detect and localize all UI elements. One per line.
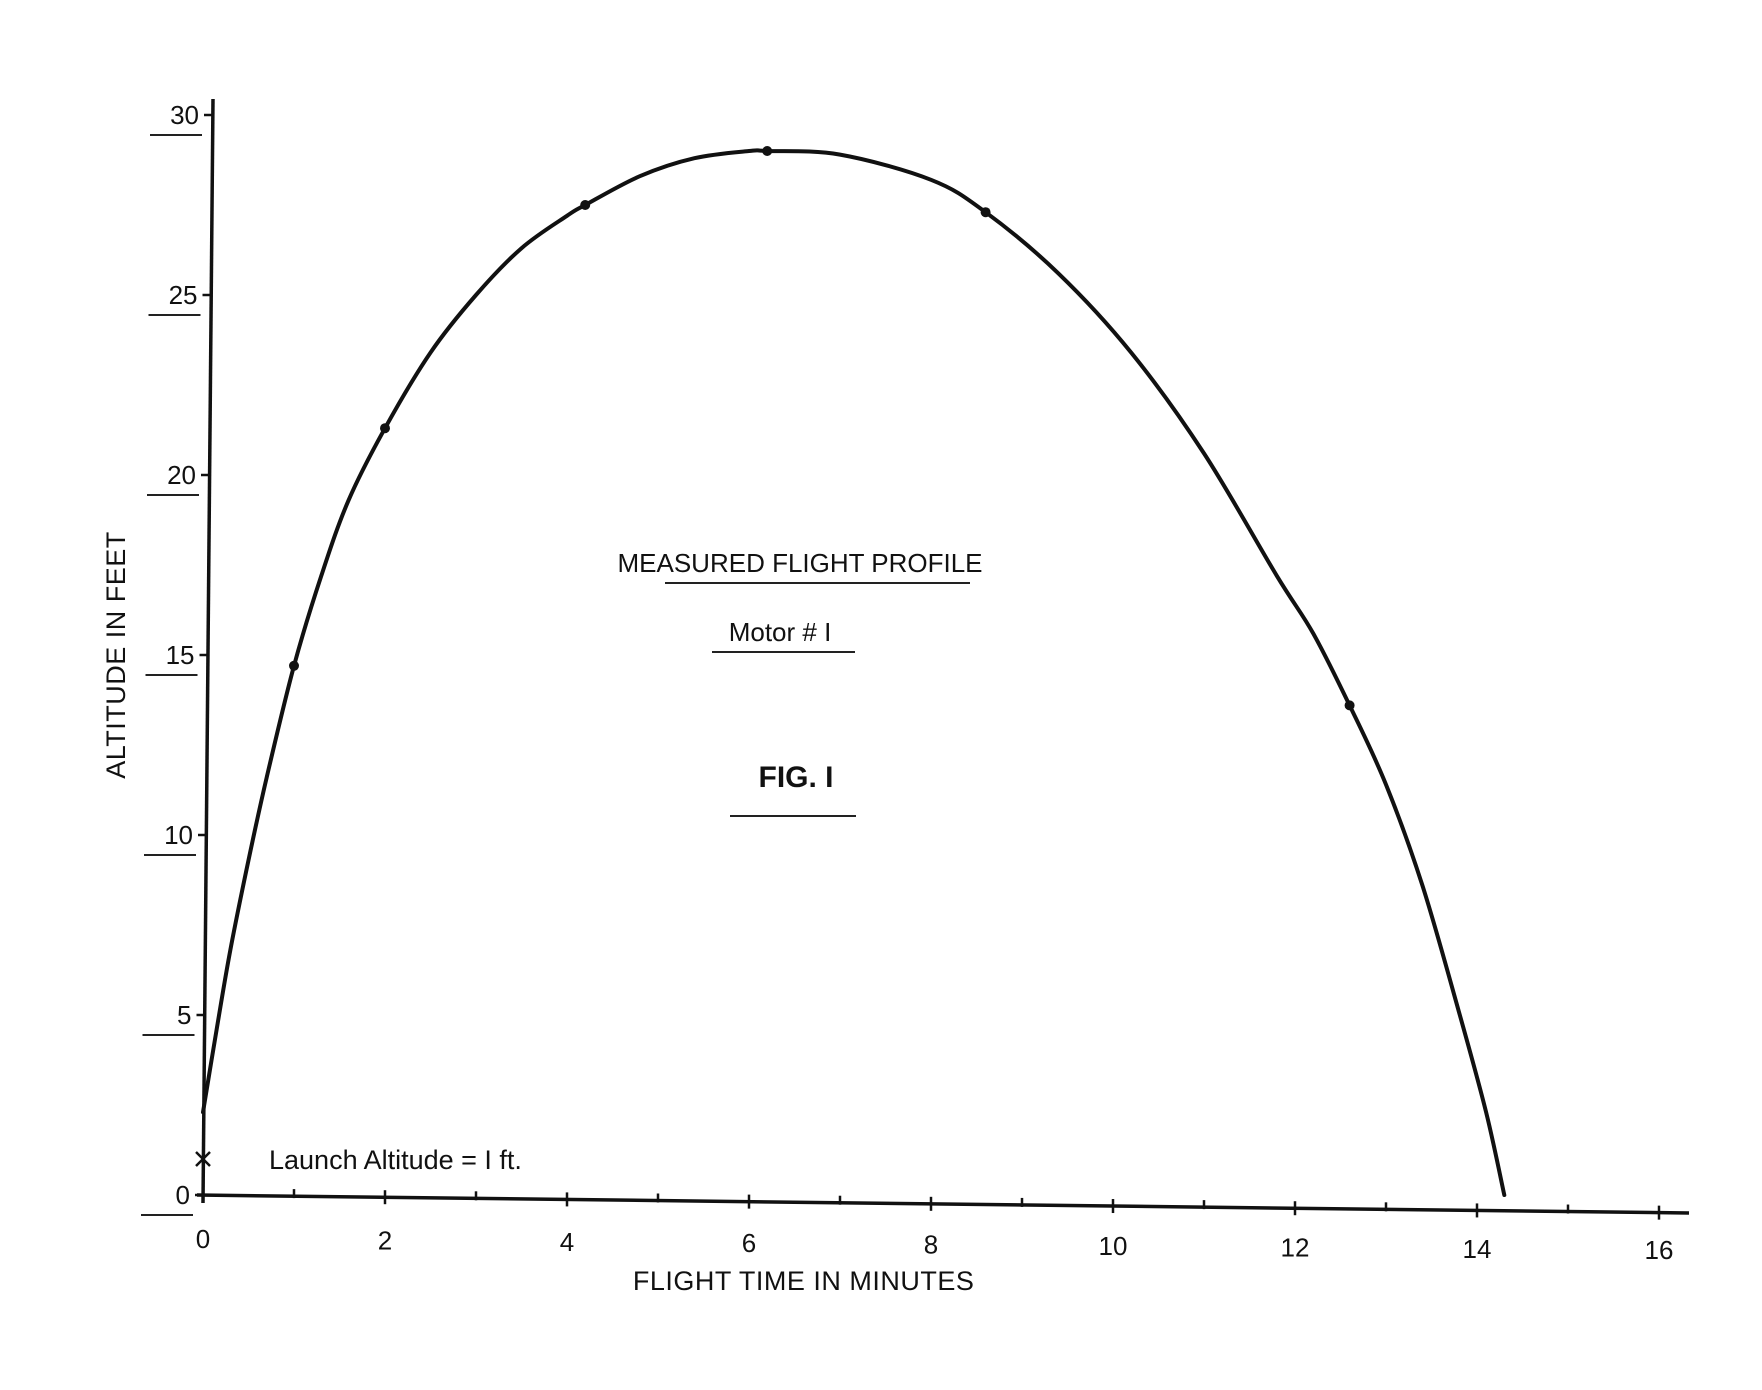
chart-subtitle: Motor # I xyxy=(729,617,832,647)
x-tick-label: 14 xyxy=(1463,1234,1492,1264)
y-axis-line xyxy=(201,98,215,1204)
data-markers xyxy=(289,146,1355,711)
data-point-marker xyxy=(762,146,773,156)
launch-x-stroke xyxy=(195,1151,211,1167)
y-tick-label: 20 xyxy=(167,460,196,490)
data-point-marker xyxy=(1344,700,1355,711)
chart-title: MEASURED FLIGHT PROFILE xyxy=(617,548,982,578)
y-ticks: 0 5 10 15 20 25 30 xyxy=(141,100,212,1216)
data-point-marker xyxy=(980,207,991,218)
x-tick-label: 12 xyxy=(1281,1232,1310,1262)
x-ticks: 0 2 4 6 8 10 12 14 16 xyxy=(196,1188,1674,1265)
data-point-marker xyxy=(289,660,299,671)
x-tick-label: 8 xyxy=(924,1230,938,1260)
flight-profile-line xyxy=(201,148,1507,1197)
x-tick-label: 4 xyxy=(560,1227,574,1257)
launch-altitude-annotation: Launch Altitude = I ft. xyxy=(269,1145,522,1175)
y-tick-label: 5 xyxy=(177,1000,191,1030)
y-tick-label: 10 xyxy=(164,820,193,850)
launch-point-x-marker xyxy=(195,1151,211,1167)
x-tick-label: 2 xyxy=(378,1225,392,1255)
axes xyxy=(196,98,1690,1215)
y-tick-label: 25 xyxy=(169,280,198,310)
x-tick-label: 6 xyxy=(742,1228,756,1258)
y-tick-label: 0 xyxy=(176,1180,190,1210)
x-tick-label: 16 xyxy=(1645,1235,1674,1265)
y-tick-label: 15 xyxy=(166,640,195,670)
data-point-marker xyxy=(380,423,390,434)
y-axis-label: ALTITUDE IN FEET xyxy=(101,531,131,779)
x-axis-line xyxy=(196,1193,1690,1215)
figure-label: FIG. I xyxy=(759,761,834,794)
x-axis-label: FLIGHT TIME IN MINUTES xyxy=(633,1266,975,1296)
data-point-marker xyxy=(580,200,591,210)
x-tick-label: 0 xyxy=(196,1224,210,1254)
x-tick-label: 10 xyxy=(1099,1231,1128,1261)
y-tick-label: 30 xyxy=(170,100,199,130)
